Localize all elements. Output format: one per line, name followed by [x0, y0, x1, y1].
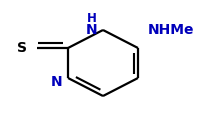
Text: S: S [17, 41, 27, 55]
Text: H: H [87, 11, 97, 25]
Text: N: N [50, 75, 62, 89]
Text: N: N [85, 23, 97, 37]
Text: NHMe: NHMe [148, 23, 195, 37]
